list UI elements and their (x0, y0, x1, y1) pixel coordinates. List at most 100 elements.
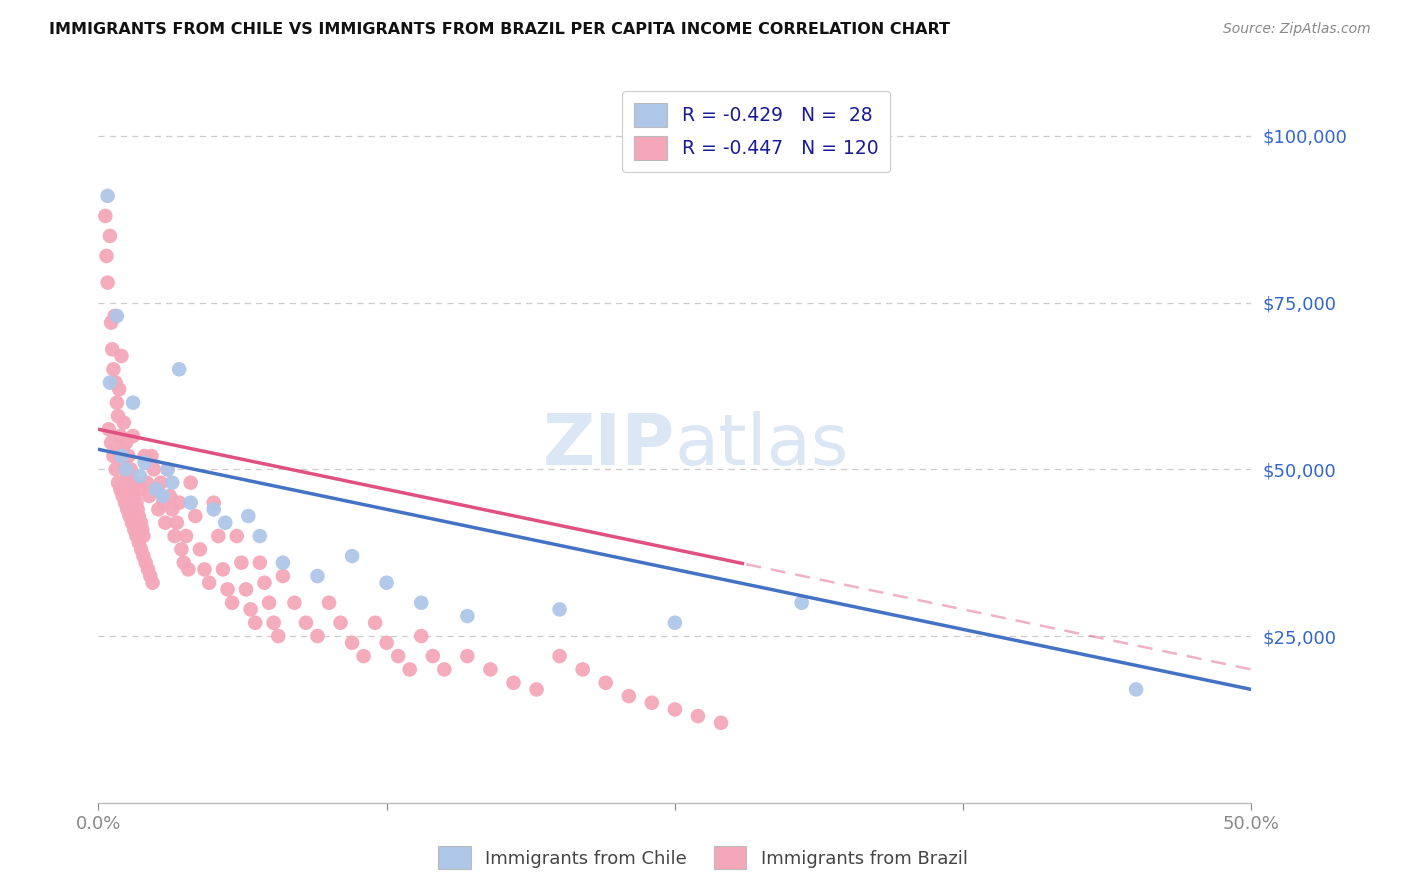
Point (163, 529, 186, 543)
Point (353, 649, 375, 664)
Point (98, 376, 121, 390)
Point (132, 529, 155, 543)
Point (212, 562, 235, 576)
Point (129, 516, 152, 530)
Point (167, 496, 190, 510)
Legend: R = -0.429   N =  28, R = -0.447   N = 120: R = -0.429 N = 28, R = -0.447 N = 120 (623, 92, 890, 171)
Point (131, 522, 153, 536)
Point (174, 529, 197, 543)
Point (136, 562, 159, 576)
Point (107, 409, 129, 423)
Point (156, 462, 179, 476)
Point (456, 649, 478, 664)
Point (235, 582, 257, 597)
Point (145, 483, 167, 497)
Point (100, 316, 122, 330)
Point (422, 649, 444, 664)
Point (160, 475, 183, 490)
Point (114, 456, 136, 470)
Point (456, 609, 478, 624)
Point (479, 662, 502, 676)
Point (502, 675, 524, 690)
Point (117, 449, 139, 463)
Point (217, 582, 239, 597)
Point (148, 502, 170, 516)
Point (387, 649, 409, 664)
Point (112, 416, 135, 430)
Point (167, 362, 190, 376)
Point (98, 228, 121, 243)
Text: IMMIGRANTS FROM CHILE VS IMMIGRANTS FROM BRAZIL PER CAPITA INCOME CORRELATION CH: IMMIGRANTS FROM CHILE VS IMMIGRANTS FROM… (49, 22, 950, 37)
Point (118, 475, 141, 490)
Point (238, 509, 260, 524)
Point (526, 682, 548, 697)
Point (108, 382, 131, 396)
Point (97, 189, 120, 203)
Point (142, 462, 165, 476)
Point (104, 462, 127, 476)
Point (103, 309, 125, 323)
Text: ZIP: ZIP (543, 411, 675, 481)
Point (124, 475, 146, 490)
Point (121, 516, 143, 530)
Point (120, 462, 142, 476)
Point (180, 475, 202, 490)
Point (159, 489, 181, 503)
Point (138, 489, 160, 503)
Point (202, 496, 225, 510)
Point (110, 483, 132, 497)
Point (571, 662, 593, 676)
Point (135, 475, 157, 490)
Point (307, 629, 329, 643)
Point (257, 596, 280, 610)
Point (135, 556, 157, 570)
Point (214, 516, 236, 530)
Point (295, 615, 318, 630)
Point (110, 449, 132, 463)
Point (142, 575, 165, 590)
Point (411, 629, 433, 643)
Point (1125, 682, 1147, 697)
Point (207, 529, 229, 543)
Point (145, 483, 167, 497)
Point (107, 475, 129, 490)
Point (115, 462, 138, 476)
Point (271, 556, 294, 570)
Point (184, 509, 207, 524)
Point (249, 529, 271, 543)
Point (411, 596, 433, 610)
Point (103, 362, 125, 376)
Point (110, 349, 132, 363)
Point (641, 696, 664, 710)
Text: atlas: atlas (675, 411, 849, 481)
Point (111, 442, 134, 457)
Point (101, 343, 124, 357)
Point (548, 602, 571, 616)
Point (221, 596, 243, 610)
Point (710, 715, 733, 730)
Point (307, 569, 329, 583)
Point (127, 502, 149, 516)
Text: Source: ZipAtlas.com: Source: ZipAtlas.com (1223, 22, 1371, 37)
Point (139, 569, 162, 583)
Point (121, 483, 143, 497)
Point (263, 615, 285, 630)
Point (129, 469, 152, 483)
Point (111, 489, 134, 503)
Point (156, 462, 179, 476)
Point (100, 435, 122, 450)
Point (433, 662, 456, 676)
Point (398, 662, 420, 676)
Point (595, 675, 617, 690)
Point (173, 556, 195, 570)
Point (105, 395, 128, 409)
Point (180, 496, 202, 510)
Point (617, 689, 640, 703)
Point (115, 435, 138, 450)
Point (132, 549, 155, 563)
Point (110, 429, 132, 443)
Point (375, 575, 398, 590)
Point (155, 516, 177, 530)
Legend: Immigrants from Chile, Immigrants from Brazil: Immigrants from Chile, Immigrants from B… (429, 838, 977, 879)
Point (548, 649, 571, 664)
